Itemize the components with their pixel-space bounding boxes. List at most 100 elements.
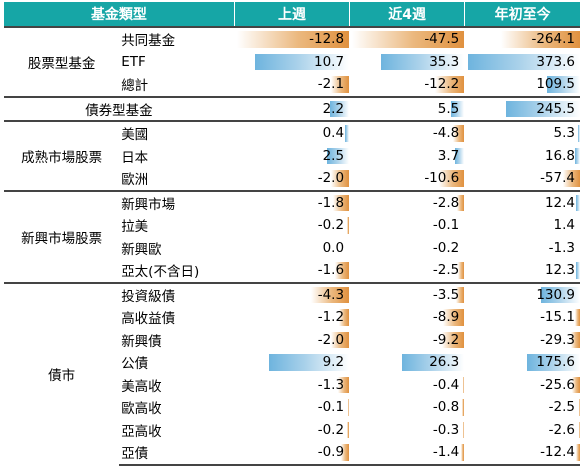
data-bar xyxy=(575,309,580,326)
value-cell-ytd: -2.6 xyxy=(464,418,580,441)
data-bar xyxy=(458,262,465,279)
data-bar xyxy=(341,444,350,461)
value-cell-week: -1.8 xyxy=(233,189,350,214)
value-text: -1.8 xyxy=(317,194,345,211)
data-bar xyxy=(462,399,465,416)
value-cell-week: -1.2 xyxy=(233,306,350,329)
header-category: 基金類型 xyxy=(4,2,235,27)
value-text: 373.6 xyxy=(536,53,575,70)
value-cell-ytd: -12.4 xyxy=(464,441,580,466)
row-name: 美國 xyxy=(119,120,235,145)
row-name: 亞高收 xyxy=(121,423,162,440)
value-cell-four-week: -0.2 xyxy=(349,236,465,259)
value-text: -0.1 xyxy=(432,217,460,234)
value-text: 175.6 xyxy=(536,354,575,371)
value-text: 0.0 xyxy=(322,239,345,256)
group-label: 成熟市場股票 xyxy=(4,120,120,191)
group-label: 股票型基金 xyxy=(4,26,120,97)
value-cell-week: -4.3 xyxy=(233,281,350,306)
value-text: -0.4 xyxy=(432,376,460,393)
data-bar xyxy=(576,262,580,279)
table-row: 新興歐 0.0 -0.2 -1.3 xyxy=(4,236,580,259)
value-cell-ytd: 175.6 xyxy=(464,351,580,374)
value-cell-week: 2.5 xyxy=(233,144,350,167)
header-four-week: 近4週 xyxy=(349,2,465,27)
data-bar xyxy=(327,147,350,164)
group-label: 債市 xyxy=(4,281,120,465)
data-bar xyxy=(575,147,580,164)
data-bar xyxy=(451,100,465,117)
value-text: -10.6 xyxy=(424,170,460,187)
data-bar xyxy=(347,217,350,234)
value-cell-week: -2.1 xyxy=(233,73,350,98)
value-text: -2.5 xyxy=(548,399,575,416)
value-text: -12.8 xyxy=(309,31,345,48)
value-text: -3.5 xyxy=(432,286,460,303)
value-text: -0.9 xyxy=(317,444,345,461)
value-text: 12.4 xyxy=(544,194,575,211)
data-bar xyxy=(443,309,465,326)
table-row: 拉美 -0.2 -0.1 1.4 xyxy=(4,214,580,237)
value-text: -29.3 xyxy=(540,331,575,348)
data-bar xyxy=(345,125,350,142)
value-text: -1.3 xyxy=(317,376,345,393)
value-text: -0.3 xyxy=(432,421,460,438)
value-cell-four-week: -0.3 xyxy=(349,418,465,441)
data-bar xyxy=(576,444,580,461)
value-text: -264.1 xyxy=(531,31,575,48)
value-text: -12.2 xyxy=(424,76,460,93)
value-text: -1.2 xyxy=(317,309,345,326)
row-name: ETF xyxy=(121,53,146,70)
value-cell-week: 9.2 xyxy=(233,351,350,374)
value-cell-four-week: -0.8 xyxy=(349,396,465,419)
data-bar xyxy=(331,76,350,93)
data-bar xyxy=(348,399,350,416)
group-label: 債券型基金 xyxy=(4,95,235,122)
value-cell-four-week: -47.5 xyxy=(349,26,465,51)
value-cell-week: -0.9 xyxy=(233,441,350,466)
value-cell-four-week: -9.2 xyxy=(349,328,465,351)
data-bar xyxy=(578,125,580,142)
value-cell-week: -2.0 xyxy=(233,328,350,351)
value-text: 245.5 xyxy=(536,100,575,117)
data-bar xyxy=(457,194,465,211)
value-cell-ytd: 16.8 xyxy=(464,144,580,167)
value-cell-week: 0.4 xyxy=(233,120,350,145)
value-text: 10.7 xyxy=(314,53,345,70)
value-cell-four-week: -8.9 xyxy=(349,306,465,329)
table-row: 股票型基金 共同基金 -12.8 -47.5 -264.1 xyxy=(4,26,580,97)
value-cell-ytd: 130.9 xyxy=(464,281,580,306)
row-name: 共同基金 xyxy=(119,26,235,51)
value-text: 12.3 xyxy=(544,262,575,279)
value-text: -47.5 xyxy=(424,31,460,48)
data-bar xyxy=(579,399,580,416)
value-cell-four-week: -2.8 xyxy=(349,189,465,214)
header-week: 上週 xyxy=(233,2,350,27)
value-cell-four-week: -2.5 xyxy=(349,259,465,284)
value-text: -4.3 xyxy=(317,286,345,303)
row-name: 亞債 xyxy=(119,441,235,466)
value-cell-four-week: 5.5 xyxy=(349,95,465,122)
row-name: 美高收 xyxy=(121,378,162,395)
data-bar xyxy=(506,100,580,117)
table-row: 亞高收 -0.2 -0.3 -2.6 xyxy=(4,418,580,441)
row-name: 拉美 xyxy=(121,219,149,236)
value-cell-ytd: 12.3 xyxy=(464,259,580,284)
value-text: -15.1 xyxy=(540,309,575,326)
table-row: 日本 2.5 3.7 16.8 xyxy=(4,144,580,167)
value-text: -1.6 xyxy=(317,262,345,279)
value-cell-ytd: 1.4 xyxy=(464,214,580,237)
value-cell-ytd: 373.6 xyxy=(464,50,580,73)
value-text: -4.8 xyxy=(432,125,460,142)
value-cell-week: -0.1 xyxy=(233,396,350,419)
table-row: 高收益債 -1.2 -8.9 -15.1 xyxy=(4,306,580,329)
data-bar xyxy=(461,444,465,461)
data-bar xyxy=(463,376,465,393)
data-bar xyxy=(547,76,580,93)
data-bar xyxy=(453,125,465,142)
value-text: -2.6 xyxy=(548,421,575,438)
value-text: -2.0 xyxy=(317,170,345,187)
value-cell-four-week: -1.4 xyxy=(349,441,465,466)
table-row: 債市 投資級債 -4.3 -3.5 130.9 xyxy=(4,281,580,465)
data-bar xyxy=(333,194,350,211)
